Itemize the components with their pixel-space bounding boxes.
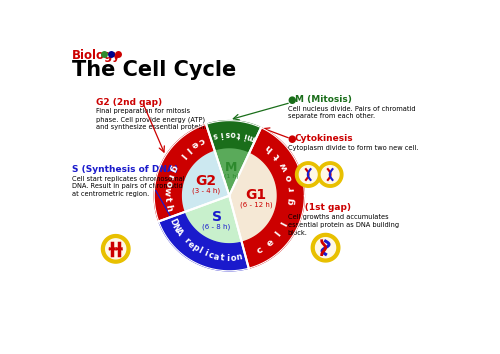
Polygon shape: [296, 162, 321, 187]
Text: M (Mitosis): M (Mitosis): [295, 95, 352, 104]
Text: w: w: [278, 160, 290, 172]
Text: w: w: [162, 187, 172, 196]
Polygon shape: [312, 233, 340, 262]
Polygon shape: [214, 148, 250, 196]
Text: l: l: [178, 151, 186, 159]
Text: n: n: [235, 252, 242, 262]
Text: o: o: [230, 129, 236, 138]
Text: h: h: [264, 142, 274, 153]
Text: o: o: [230, 253, 236, 263]
Text: l: l: [274, 230, 283, 238]
Text: l: l: [184, 145, 192, 154]
Text: t: t: [162, 197, 172, 202]
Text: o: o: [284, 173, 294, 182]
Text: S (Synthesis of DNA): S (Synthesis of DNA): [72, 165, 178, 174]
Text: i: i: [219, 129, 223, 138]
Text: p: p: [190, 242, 200, 253]
Polygon shape: [102, 235, 130, 263]
Polygon shape: [322, 166, 339, 183]
Text: c: c: [196, 135, 205, 145]
Text: The Cell Cycle: The Cell Cycle: [72, 60, 236, 80]
Polygon shape: [106, 239, 126, 259]
Text: Cytoplasm divide to form two new cell.: Cytoplasm divide to form two new cell.: [288, 145, 418, 151]
Polygon shape: [206, 121, 261, 152]
Text: g: g: [168, 163, 179, 173]
Text: t: t: [219, 253, 224, 262]
Text: D: D: [168, 217, 178, 227]
Polygon shape: [318, 162, 343, 187]
Text: t: t: [236, 130, 242, 139]
Text: r: r: [165, 172, 175, 179]
Text: l: l: [196, 246, 203, 256]
Text: ●: ●: [288, 134, 300, 144]
Text: Final preparation for mitosis
phase. Cell provide energy (ATP)
and synthesize es: Final preparation for mitosis phase. Cel…: [96, 108, 207, 130]
Text: c: c: [256, 245, 264, 255]
Polygon shape: [230, 152, 278, 242]
Text: G1: G1: [246, 188, 266, 202]
Polygon shape: [242, 128, 304, 268]
Text: s: s: [212, 130, 218, 140]
Text: M: M: [224, 161, 237, 174]
Text: l: l: [280, 221, 289, 228]
Polygon shape: [184, 196, 242, 244]
Text: i: i: [202, 249, 208, 258]
Text: e: e: [186, 239, 196, 250]
Polygon shape: [181, 150, 230, 212]
Text: (6 - 12 h): (6 - 12 h): [240, 202, 272, 208]
Text: e: e: [189, 139, 199, 150]
Text: i: i: [226, 253, 229, 263]
Text: Cell nucleus divide. Pairs of chromatid
separate from each other.: Cell nucleus divide. Pairs of chromatid …: [288, 105, 416, 119]
Text: N: N: [170, 222, 181, 233]
Polygon shape: [316, 238, 336, 258]
Text: Cytokinesis: Cytokinesis: [295, 134, 354, 143]
Text: a: a: [212, 252, 220, 262]
Text: ●: ●: [288, 95, 300, 105]
Polygon shape: [154, 124, 214, 221]
Text: s: s: [224, 129, 230, 138]
Text: G2: G2: [195, 174, 216, 188]
Text: r: r: [182, 236, 191, 245]
Text: Cell start replicates chromosomal
DNA. Result in pairs of chromatid
at centromet: Cell start replicates chromosomal DNA. R…: [72, 176, 185, 197]
Text: G2 (2nd gap): G2 (2nd gap): [96, 98, 162, 107]
Text: (6 - 8 h): (6 - 8 h): [202, 224, 230, 230]
Text: (3 - 4 h): (3 - 4 h): [192, 188, 220, 194]
Text: e: e: [264, 238, 276, 249]
Text: Biology: Biology: [72, 50, 121, 62]
Text: m: m: [246, 132, 256, 143]
Text: o: o: [163, 179, 173, 188]
Text: Cell growths and accumulates
essential protein as DNA building
block.: Cell growths and accumulates essential p…: [288, 214, 399, 236]
Text: t: t: [272, 152, 282, 161]
Text: h: h: [163, 204, 173, 212]
Text: c: c: [207, 250, 214, 260]
Text: A: A: [173, 227, 184, 238]
Text: r: r: [286, 186, 296, 192]
Text: i: i: [242, 131, 248, 140]
Text: G1 (1st gap): G1 (1st gap): [288, 204, 351, 212]
Text: (1 h): (1 h): [224, 174, 238, 179]
Text: g: g: [286, 198, 296, 205]
Text: S: S: [212, 210, 222, 224]
Polygon shape: [300, 166, 317, 183]
Polygon shape: [159, 212, 248, 271]
